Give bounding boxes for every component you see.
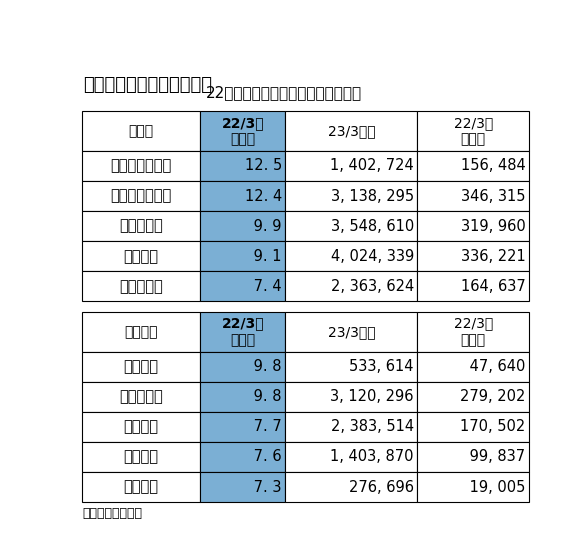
- Bar: [286, 181, 417, 211]
- Text: 346, 315: 346, 315: [461, 188, 526, 204]
- Text: 9. 8: 9. 8: [249, 359, 282, 374]
- Bar: [82, 151, 200, 181]
- Bar: [417, 181, 529, 211]
- Text: 19, 005: 19, 005: [465, 479, 526, 495]
- Text: 福　　邦: 福 邦: [123, 479, 159, 495]
- Bar: [417, 351, 529, 382]
- Bar: [417, 211, 529, 241]
- Text: 長　　野: 長 野: [123, 359, 159, 374]
- Bar: [417, 241, 529, 272]
- Bar: [286, 111, 417, 151]
- Text: 23/3残高: 23/3残高: [328, 124, 375, 138]
- Bar: [82, 382, 200, 412]
- Text: 百　十　四: 百 十 四: [119, 279, 163, 294]
- Bar: [82, 272, 200, 301]
- Bar: [200, 272, 286, 301]
- Text: 3, 138, 295: 3, 138, 295: [331, 188, 414, 204]
- Text: 23/3残高: 23/3残高: [328, 325, 375, 339]
- Text: 3, 120, 296: 3, 120, 296: [330, 389, 414, 404]
- Text: 1, 402, 724: 1, 402, 724: [330, 159, 414, 173]
- Bar: [286, 472, 417, 502]
- Text: 2, 383, 514: 2, 383, 514: [331, 419, 414, 434]
- Text: 22/3比
増加率: 22/3比 増加率: [222, 317, 264, 347]
- Text: 12. 4: 12. 4: [245, 188, 282, 204]
- Bar: [200, 111, 286, 151]
- Bar: [286, 412, 417, 442]
- Bar: [200, 312, 286, 351]
- Text: 地域銀の中小企業等貸出金: 地域銀の中小企業等貸出金: [83, 75, 212, 93]
- Text: 22/3比
増加率: 22/3比 増加率: [222, 116, 264, 146]
- Text: 336, 221: 336, 221: [461, 249, 526, 264]
- Bar: [82, 181, 200, 211]
- Text: 西　　京: 西 京: [123, 450, 159, 464]
- Text: 3, 548, 610: 3, 548, 610: [331, 219, 414, 233]
- Bar: [286, 351, 417, 382]
- Text: 7. 6: 7. 6: [249, 450, 282, 464]
- Text: 22年３月末比残高増加率　上位５行: 22年３月末比残高増加率 上位５行: [207, 85, 362, 100]
- Bar: [417, 382, 529, 412]
- Bar: [417, 111, 529, 151]
- Text: きらぼし: きらぼし: [123, 249, 159, 264]
- Text: 22/3比
増加額: 22/3比 増加額: [454, 116, 493, 146]
- Text: 単位：百万円、％: 単位：百万円、％: [82, 507, 142, 520]
- Bar: [417, 272, 529, 301]
- Text: 百　　　五: 百 五: [119, 219, 163, 233]
- Text: 156, 484: 156, 484: [461, 159, 526, 173]
- Bar: [417, 151, 529, 181]
- Bar: [200, 382, 286, 412]
- Bar: [286, 382, 417, 412]
- Text: 47, 640: 47, 640: [465, 359, 526, 374]
- Text: 第二地銀: 第二地銀: [125, 325, 158, 339]
- Text: 170, 502: 170, 502: [460, 419, 526, 434]
- Bar: [286, 151, 417, 181]
- Bar: [286, 312, 417, 351]
- Bar: [200, 442, 286, 472]
- Bar: [417, 412, 529, 442]
- Bar: [286, 272, 417, 301]
- Bar: [82, 211, 200, 241]
- Bar: [286, 241, 417, 272]
- Bar: [286, 211, 417, 241]
- Text: 7. 7: 7. 7: [249, 419, 282, 434]
- Bar: [200, 472, 286, 502]
- Text: 9. 9: 9. 9: [249, 219, 282, 233]
- Bar: [200, 412, 286, 442]
- Text: 276, 696: 276, 696: [349, 479, 414, 495]
- Text: 164, 637: 164, 637: [461, 279, 526, 294]
- Text: 地　銀: 地 銀: [129, 124, 154, 138]
- Text: 2, 363, 624: 2, 363, 624: [331, 279, 414, 294]
- Text: 1, 403, 870: 1, 403, 870: [330, 450, 414, 464]
- Text: 22/3比
増加額: 22/3比 増加額: [454, 317, 493, 347]
- Text: 山　陰　合　同: 山 陰 合 同: [111, 188, 172, 204]
- Bar: [82, 312, 200, 351]
- Text: 名　古　屋: 名 古 屋: [119, 389, 163, 404]
- Bar: [417, 472, 529, 502]
- Text: 99, 837: 99, 837: [466, 450, 526, 464]
- Text: 愛　　知: 愛 知: [123, 419, 159, 434]
- Bar: [82, 412, 200, 442]
- Bar: [82, 472, 200, 502]
- Bar: [286, 442, 417, 472]
- Bar: [82, 351, 200, 382]
- Text: 山　梨　中　央: 山 梨 中 央: [111, 159, 172, 173]
- Bar: [200, 211, 286, 241]
- Text: 319, 960: 319, 960: [461, 219, 526, 233]
- Bar: [200, 351, 286, 382]
- Text: 7. 4: 7. 4: [249, 279, 282, 294]
- Bar: [82, 442, 200, 472]
- Text: 12. 5: 12. 5: [245, 159, 282, 173]
- Bar: [417, 312, 529, 351]
- Text: 279, 202: 279, 202: [460, 389, 526, 404]
- Bar: [200, 181, 286, 211]
- Text: 7. 3: 7. 3: [249, 479, 282, 495]
- Text: 4, 024, 339: 4, 024, 339: [331, 249, 414, 264]
- Bar: [82, 241, 200, 272]
- Bar: [417, 442, 529, 472]
- Text: 9. 1: 9. 1: [249, 249, 282, 264]
- Bar: [200, 241, 286, 272]
- Bar: [82, 111, 200, 151]
- Bar: [200, 151, 286, 181]
- Text: 9. 8: 9. 8: [249, 389, 282, 404]
- Text: 533, 614: 533, 614: [349, 359, 414, 374]
